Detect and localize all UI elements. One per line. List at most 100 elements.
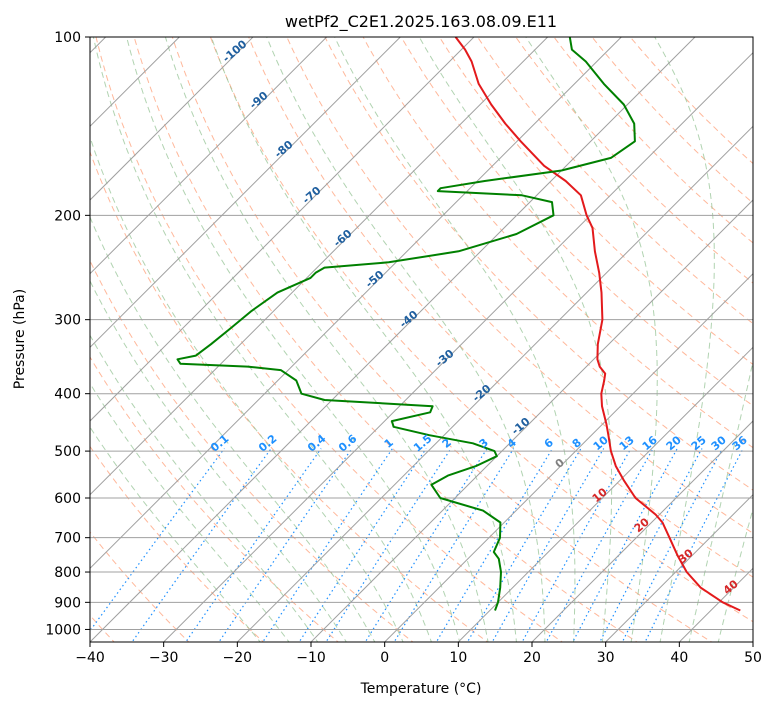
x-axis-label: Temperature (°C) [360,681,482,697]
grid-lines [90,37,753,642]
isotherm-line [90,37,622,570]
isotherm-line [457,346,753,642]
dry-adiabat-line [362,37,753,449]
mixing-ratio-line [364,448,488,642]
dry-adiabat-label: -90 [247,89,271,112]
dry-adiabat-label: -20 [470,382,494,405]
x-tick-label: −40 [75,650,105,666]
isotherm-line [310,199,753,642]
mixing-ratio-label: 8 [570,436,584,451]
y-tick-label: 500 [54,444,81,460]
profile-lines [176,37,741,612]
y-tick-label: 1000 [45,622,81,638]
dry-adiabat-label: -80 [272,138,296,161]
dry-adiabat-line [324,37,753,491]
y-tick-label: 600 [54,491,81,507]
dry-adiabat-line [591,37,753,204]
x-tick-label: −30 [149,650,179,666]
dry-adiabat-label: 0 [553,456,567,471]
isotherm-line [384,272,753,642]
moist-adiabat-line [210,37,518,642]
dry-adiabat-line [438,37,753,366]
mixing-ratio-line [545,448,654,642]
dry-adiabat-label: -100 [220,37,250,65]
isotherm-line [90,37,696,642]
dry-adiabat-label: -50 [363,268,387,291]
moist-adiabat-line [90,135,404,642]
mixing-ratio-label: 36 [730,433,750,453]
dry-adiabat-line [90,259,414,642]
dry-adiabat-line [476,37,753,325]
mixing-ratio-label: 20 [664,433,684,453]
isotherm-line [90,37,328,275]
dry-adiabat-line [133,37,638,642]
mixing-ratio-line [521,448,632,642]
mixing-ratio-label: 30 [709,433,729,453]
moist-adiabat-line [525,37,658,642]
mixing-ratio-label: 1 [382,436,396,451]
isotherm-line [90,37,475,422]
isotherm-line [90,37,401,349]
x-tick-label: 20 [523,650,541,666]
y-tick-label: 100 [54,30,81,46]
temperature-profile-line [454,37,741,612]
dry-adiabat-label: 10 [590,485,610,505]
isotherm-line [678,567,753,642]
x-tick-label: −20 [223,650,253,666]
mixing-ratio-label: 16 [640,433,660,453]
mixing-ratio-line [185,448,322,642]
y-tick-label: 200 [54,208,81,224]
isotherm-line [90,37,254,201]
chart-title: wetPf2_C2E1.2025.163.08.09.E11 [285,12,557,32]
moist-adiabat-line [717,506,753,642]
isotherm-line [90,37,549,496]
line-labels: -100-90-80-70-60-50-40-30-20-10010203040… [208,37,750,597]
mixing-ratio-line [572,448,678,642]
mixing-ratio-line [644,448,744,642]
dry-adiabat-line [90,150,489,642]
dry-adiabat-label: 30 [676,546,696,566]
isotherm-line [163,51,753,642]
mixing-ratio-line [262,448,393,642]
moist-adiabat-line [90,334,319,642]
moist-adiabat-line [688,358,753,642]
dry-adiabat-line [629,37,753,165]
dry-adiabat-line [248,37,753,578]
mixing-ratio-line [466,448,582,642]
mixing-ratio-line [298,448,427,642]
background-lines [90,37,753,642]
moist-adiabat-line [90,426,261,642]
y-tick-label: 700 [54,531,81,547]
isotherm-line [752,641,753,642]
x-tick-label: 50 [744,650,762,666]
isotherm-line [605,493,753,642]
dry-adiabat-label: -40 [397,308,421,331]
mixing-ratio-line [393,448,515,642]
dewpoint-profile-line [176,37,636,611]
mixing-ratio-label: 2 [440,436,454,451]
moist-adiabat-line [90,382,290,642]
dry-adiabat-label: -30 [433,347,457,370]
y-tick-label: 800 [54,565,81,581]
x-tick-label: −10 [296,650,326,666]
x-tick-label: 40 [670,650,688,666]
mixing-ratio-label: 6 [542,436,556,451]
mixing-ratio-label: 13 [617,433,637,453]
dry-adiabat-label: -70 [300,184,324,207]
dry-adiabat-line [95,37,564,642]
mixing-ratio-line [435,448,554,642]
moist-adiabat-line [90,215,376,642]
isotherm-line [531,420,753,642]
mixing-ratio-line [131,448,272,642]
dry-adiabat-line [90,356,339,642]
dry-adiabat-label: -60 [331,227,355,250]
dry-adiabat-line [90,445,265,642]
x-tick-label: 30 [597,650,615,666]
moist-adiabat-line [418,37,613,642]
dry-adiabat-line [400,37,753,407]
dry-adiabat-label: -10 [509,415,533,438]
x-tick-label: 0 [380,650,389,666]
y-tick-label: 900 [54,595,81,611]
